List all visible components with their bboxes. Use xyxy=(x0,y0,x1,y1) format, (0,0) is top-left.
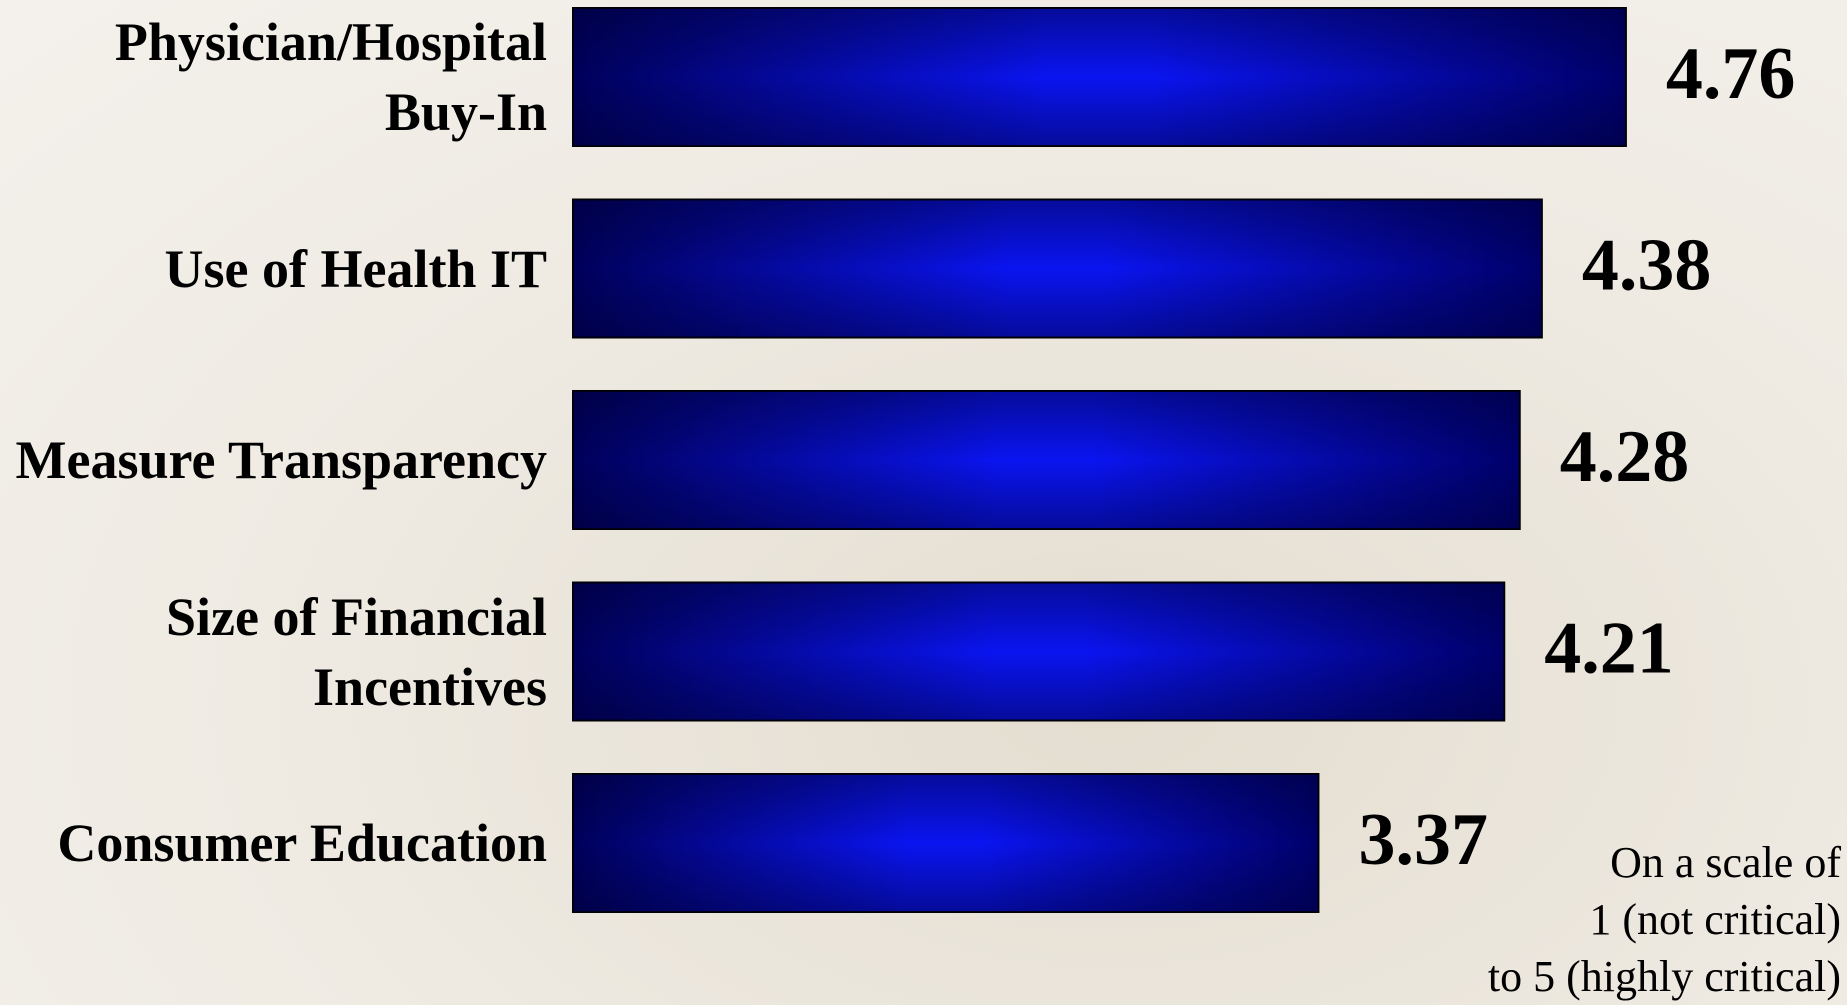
value-label: 3.37 xyxy=(1358,799,1488,881)
category-label: Measure Transparency xyxy=(0,391,547,529)
value-label: 4.76 xyxy=(1666,33,1796,115)
page: 4.76 4.38 4.28 4.21 3.37 On a scale of 1 (not … xyxy=(0,0,1847,1005)
bar-group xyxy=(573,8,1626,146)
value-label: 4.21 xyxy=(1544,607,1674,689)
bar-group xyxy=(573,200,1542,338)
category-label: Physician/Hospital Buy-In xyxy=(0,8,547,146)
bar-group xyxy=(573,391,1520,529)
bar-group xyxy=(573,583,1504,721)
category-label: Size of Financial Incentives xyxy=(0,583,547,721)
category-label: Consumer Education xyxy=(0,774,547,912)
value-label: 4.28 xyxy=(1560,416,1690,498)
scale-note: On a scale of xyxy=(1610,838,1841,887)
bar xyxy=(573,583,1504,721)
bar xyxy=(573,774,1318,912)
scale-note: to 5 (highly critical) xyxy=(1488,952,1841,1001)
bar-group xyxy=(573,774,1318,912)
scale-note: 1 (not critical) xyxy=(1589,895,1841,944)
value-label: 4.38 xyxy=(1582,224,1712,306)
category-label: Use of Health IT xyxy=(0,200,547,338)
bar xyxy=(573,8,1626,146)
bar xyxy=(573,391,1520,529)
chart: 4.76 4.38 4.28 4.21 3.37 On a scale of 1 (not … xyxy=(0,0,1847,1005)
bar xyxy=(573,200,1542,338)
